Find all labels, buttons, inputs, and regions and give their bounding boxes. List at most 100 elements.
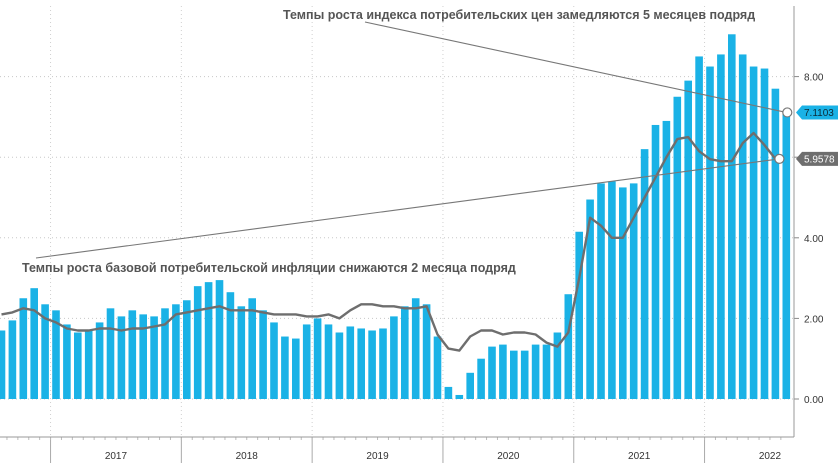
x-axis: 2017 2018 2019 2020 2021 2022 [0, 436, 794, 463]
annotation-cpi: Темпы роста индекса потребительских цен … [283, 8, 755, 22]
bar [390, 316, 398, 399]
bar [662, 120, 671, 400]
bar [629, 183, 638, 399]
bar [542, 344, 551, 399]
bar [19, 298, 28, 399]
bar [95, 322, 104, 399]
bar [379, 328, 387, 399]
bar [455, 394, 464, 399]
x-year-label: 2017 [105, 451, 128, 462]
badge-cpi: 7.1103 [796, 105, 838, 120]
bar [553, 332, 562, 399]
bar [510, 350, 518, 399]
bar [30, 288, 38, 399]
bar [499, 344, 507, 399]
bar [444, 386, 453, 399]
core-inflation-line [1, 131, 777, 352]
bar [673, 96, 682, 399]
badge-core: 5.9578 [796, 151, 838, 166]
bar [63, 324, 71, 399]
bar [401, 306, 409, 399]
bar [52, 310, 60, 399]
bar [411, 298, 420, 399]
bar [488, 346, 496, 399]
bar [520, 350, 529, 399]
bar [531, 344, 540, 399]
bar [139, 314, 147, 399]
x-year-label: 2020 [497, 451, 520, 462]
bar [640, 149, 649, 399]
bar [695, 56, 703, 399]
arrow-core [35, 158, 780, 259]
bar [782, 112, 791, 400]
bar [564, 294, 573, 399]
bar [422, 304, 431, 399]
bar [270, 322, 278, 399]
bar [608, 181, 616, 399]
bar [74, 332, 82, 399]
bar [193, 286, 202, 399]
annotation-arrows [35, 21, 793, 259]
bar [749, 66, 758, 400]
badge-cpi-shape [796, 105, 838, 120]
bar [161, 308, 169, 399]
arrow-cpi [364, 21, 787, 113]
bar [106, 308, 115, 399]
badge-core-text: 5.9578 [804, 154, 835, 165]
bar [302, 324, 311, 399]
bar [684, 80, 692, 399]
bar [292, 338, 300, 399]
y-axis: 0.002.004.006.008.00 [793, 6, 824, 437]
x-year-label: 2022 [759, 451, 782, 462]
bar [619, 187, 627, 399]
bar [204, 282, 213, 399]
bar [281, 336, 289, 399]
bar [8, 320, 17, 399]
bar [728, 34, 736, 399]
bar [150, 316, 158, 399]
y-tick-label: 0.00 [804, 395, 824, 406]
y-tick-label: 4.00 [804, 234, 824, 245]
bar [335, 332, 344, 399]
bar [466, 372, 474, 399]
bar [651, 124, 660, 400]
badge-core-shape [796, 151, 838, 166]
bar [172, 304, 180, 399]
bar [717, 54, 725, 400]
bar [368, 330, 376, 399]
marker-cpi-end [782, 107, 793, 118]
bar [771, 88, 780, 399]
bar [575, 231, 583, 399]
bar [183, 300, 191, 399]
bar [259, 310, 267, 399]
x-year-label: 2018 [236, 451, 259, 462]
bar-series [0, 34, 791, 400]
bar [346, 326, 355, 399]
bar [237, 306, 246, 399]
bar [597, 183, 605, 399]
bar [226, 292, 235, 399]
bar [313, 318, 322, 399]
bar [357, 328, 365, 399]
marker-core-end [774, 153, 785, 165]
bar [433, 336, 442, 399]
bar [84, 330, 93, 399]
x-year-label: 2021 [628, 451, 651, 462]
y-tick-label: 2.00 [804, 314, 824, 325]
bar [128, 310, 137, 399]
bar [324, 324, 333, 399]
bar [586, 199, 594, 399]
x-year-label: 2019 [366, 451, 389, 462]
y-tick-label: 8.00 [804, 73, 824, 84]
bar [215, 280, 224, 399]
bar [248, 298, 256, 399]
bar [0, 330, 6, 399]
bar [477, 358, 485, 399]
bar [117, 316, 126, 399]
bar [706, 66, 714, 400]
annotation-core: Темпы роста базовой потребительской инфл… [22, 261, 516, 275]
bar [738, 54, 747, 400]
line-series [1, 131, 777, 352]
bar [760, 68, 769, 399]
